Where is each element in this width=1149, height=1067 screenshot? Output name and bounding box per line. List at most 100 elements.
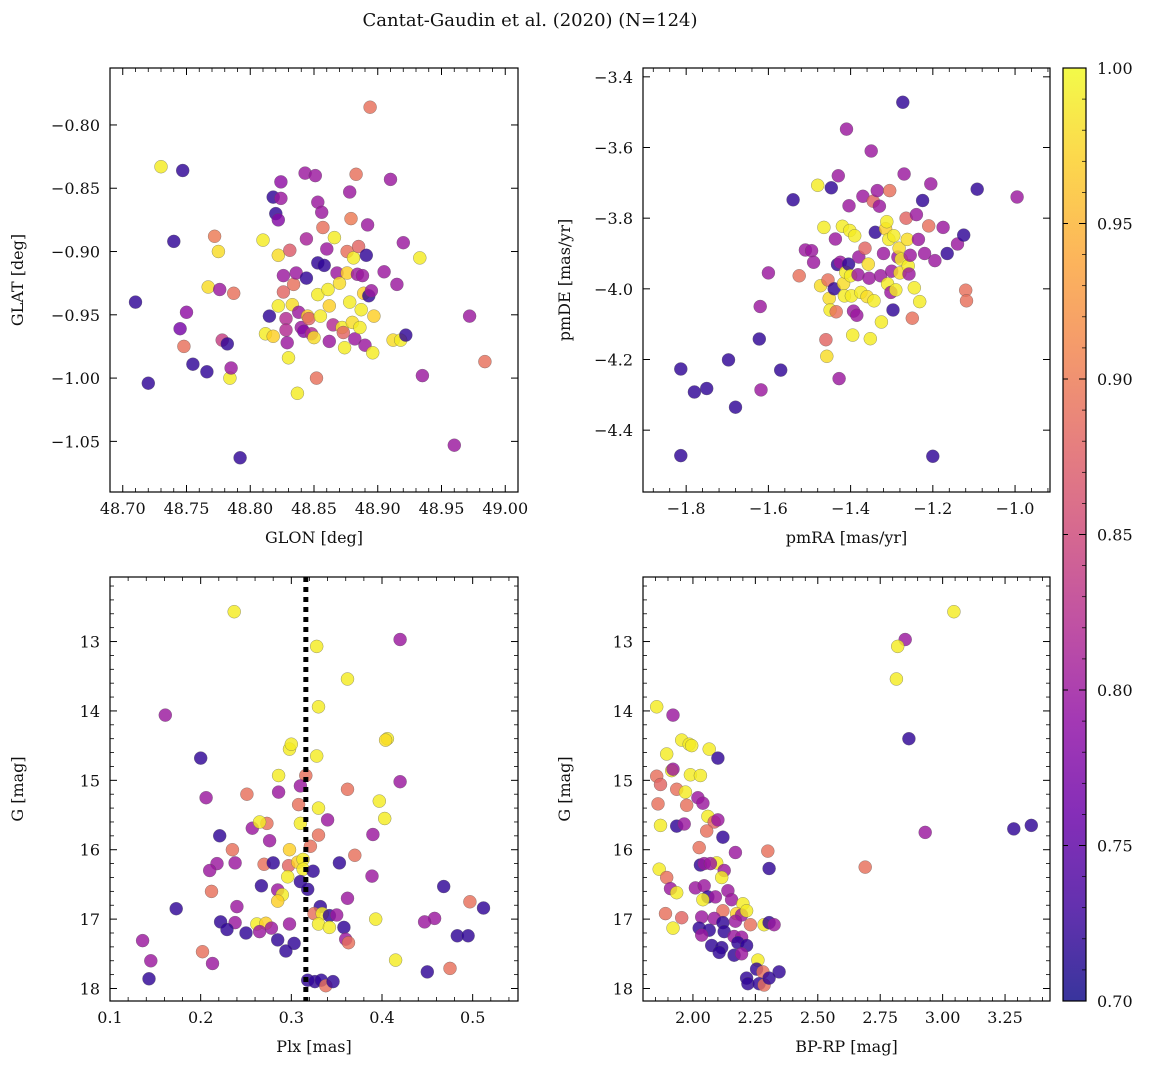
scatter-point: [320, 813, 335, 827]
x-tick-label: 0.5: [460, 1008, 485, 1027]
scatter-point: [728, 914, 743, 928]
y-tick-label: 14: [80, 702, 100, 721]
scatter-point: [674, 448, 688, 463]
x-tick-label: 2.50: [800, 1008, 836, 1027]
scatter-point: [867, 294, 881, 308]
scatter-point: [367, 309, 381, 323]
scatter-point: [254, 879, 269, 893]
y-tick-label: −0.90: [51, 243, 100, 262]
y-tick-label: −4.2: [594, 351, 633, 370]
scatter-point: [728, 400, 743, 414]
ticks: 48.70 48.75 48.80 48.85 48.90 48.95 49.00 −0.80…: [51, 68, 528, 518]
scatter-point: [349, 167, 363, 182]
ticks: −1.8 −1.6 −1.4 −1.2 −1.0 −3.4 −3.6 −3.8 −4.0 −4.2…: [594, 68, 1050, 518]
scatter-point: [135, 933, 150, 948]
y-tick-label: 16: [613, 841, 633, 860]
scatter-point: [271, 785, 286, 799]
scatter-point: [266, 856, 280, 870]
scatter-point: [240, 787, 254, 801]
y-tick-label: −1.05: [51, 432, 100, 451]
scatter-point: [889, 672, 904, 686]
scatter-point: [276, 285, 291, 299]
scatter-point: [142, 972, 156, 986]
scatter-point: [280, 870, 295, 884]
scatter-point: [703, 856, 718, 871]
scatter-point: [912, 294, 927, 309]
scatter-point: [212, 282, 227, 297]
scatter-point: [902, 267, 916, 281]
scatter-point: [959, 294, 974, 308]
scatter-point: [447, 438, 462, 452]
scatter-point: [141, 376, 156, 390]
scatter-point: [279, 311, 293, 326]
scatter-point: [649, 700, 664, 714]
scatter-point: [696, 796, 710, 810]
scatter-point: [169, 901, 183, 916]
scatter-point: [872, 199, 887, 213]
y-tick-label: −0.80: [51, 116, 100, 135]
scatter-point: [696, 892, 710, 907]
ticks: 0.1 0.2 0.3 0.4 0.5 13 14 15 16 17 18: [80, 577, 518, 1027]
scatter-point: [714, 870, 729, 885]
scatter-point: [220, 337, 235, 351]
scatter-point: [378, 733, 393, 747]
scatter-point: [463, 895, 477, 909]
x-tick-label: −1.2: [913, 499, 952, 518]
x-tick-label: 48.80: [227, 499, 273, 518]
scatter-point: [393, 774, 407, 789]
scatter-point: [1007, 822, 1021, 836]
scatter-point: [861, 257, 876, 271]
scatter-point: [128, 295, 143, 309]
x-tick-label: 2.00: [675, 1008, 711, 1027]
scatter-point: [266, 329, 280, 344]
scatter-point: [186, 357, 200, 371]
y-tick-label: −0.85: [51, 179, 100, 198]
y-tick-label: −0.95: [51, 306, 100, 325]
scatter-point: [327, 230, 342, 245]
scatter-point: [819, 332, 833, 347]
x-tick-label: 48.85: [291, 499, 337, 518]
scatter-point: [199, 790, 213, 805]
scatter-point: [842, 199, 856, 213]
scatter-point: [291, 797, 306, 812]
scatter-point: [887, 229, 901, 243]
scatter-point: [195, 944, 210, 959]
scatter-point: [332, 276, 347, 290]
scatter-point: [299, 271, 314, 285]
scatter-point: [940, 246, 954, 261]
scatter-point: [874, 315, 889, 329]
y-tick-label: 13: [613, 633, 633, 652]
scatter-point: [917, 246, 932, 261]
scatter-point: [897, 167, 911, 181]
scatter-point: [271, 248, 286, 263]
x-tick-label: 0.1: [97, 1008, 122, 1027]
scatter-point: [279, 944, 293, 958]
scatter-point: [311, 828, 326, 842]
scatter-point: [377, 265, 391, 279]
scatter-point: [201, 280, 215, 294]
scatter-point: [274, 191, 288, 206]
scatter-point: [669, 885, 684, 900]
scatter-point: [340, 891, 355, 906]
y-tick-label: −4.4: [594, 421, 633, 440]
scatter-point: [699, 381, 714, 396]
scatter-point: [336, 325, 351, 340]
y-axis-label: G [mag]: [8, 756, 27, 821]
scatter-point: [351, 239, 366, 254]
scatter-point: [271, 299, 286, 313]
x-tick-label: 49.00: [482, 499, 528, 518]
scatter-point: [653, 818, 668, 833]
x-axis-label: GLON [deg]: [265, 528, 363, 547]
scatter-point: [907, 281, 922, 295]
figure-title: Cantat-Gaudin et al. (2020) (N=124): [362, 10, 697, 31]
scatter-point: [396, 235, 411, 250]
scatter-point: [832, 371, 846, 386]
scatter-point: [220, 922, 234, 937]
scatter-point: [734, 947, 749, 961]
x-tick-label: 0.4: [369, 1008, 394, 1027]
scatter-point: [413, 251, 427, 265]
scatter-point: [228, 856, 242, 870]
scatter-point: [270, 933, 285, 947]
colorbar-tick-label: 0.85: [1097, 526, 1133, 545]
scatter-point: [365, 869, 379, 883]
